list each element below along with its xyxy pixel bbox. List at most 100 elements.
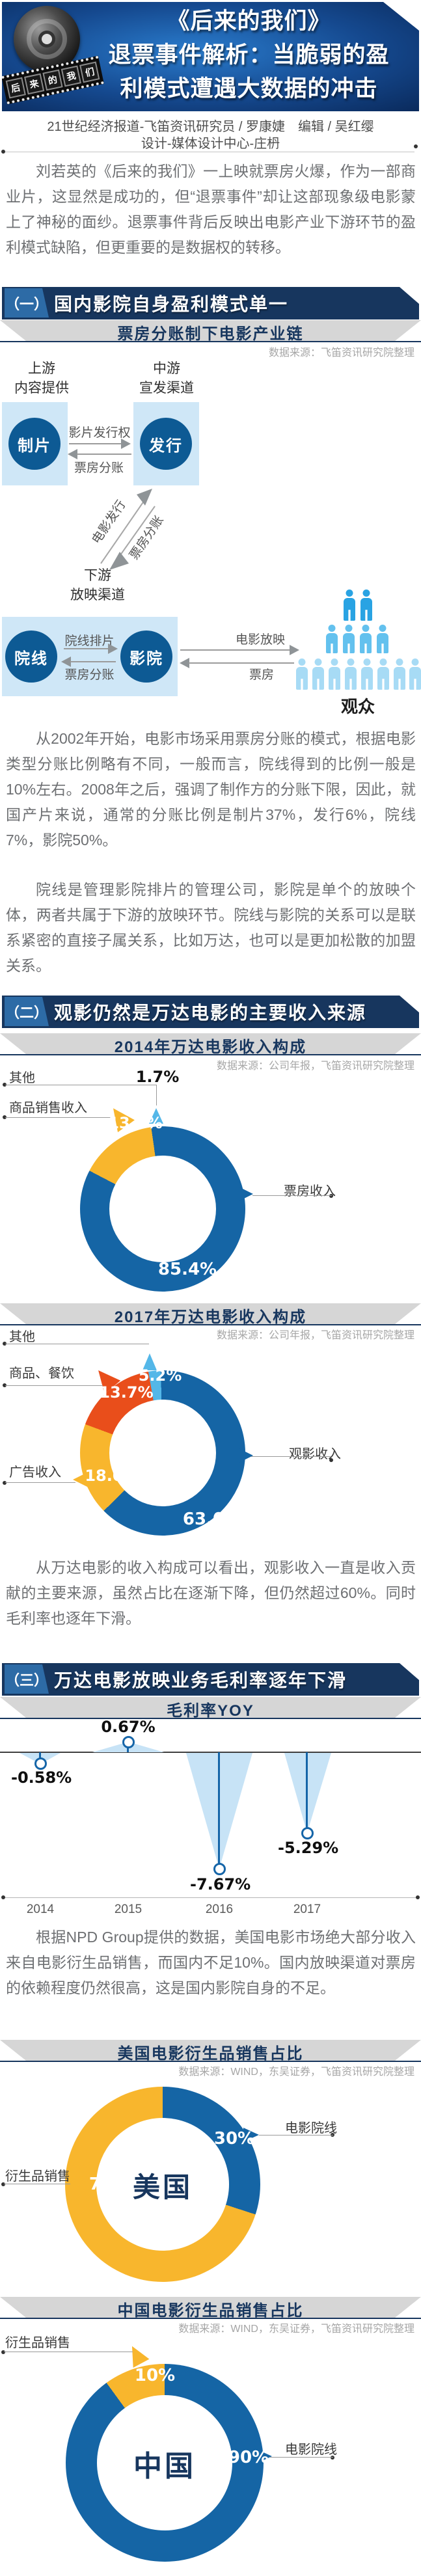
leader-dot	[3, 1115, 7, 1119]
banner-bg	[0, 1697, 421, 1718]
slice-pointer	[143, 1353, 157, 1370]
page-title-line3: 利模式遭遇大数据的冲击	[120, 76, 378, 102]
person-icon	[360, 590, 373, 621]
donut-chart-2014	[80, 1126, 245, 1292]
value-boxoffice-2014: 85.4%	[157, 1260, 217, 1279]
arrow-line	[77, 454, 131, 455]
point-2014	[34, 1757, 47, 1770]
page-title: 《后来的我们》 退票事件解析：当脆弱的盈 利模式遭遇大数据的冲击	[84, 5, 414, 106]
intro-paragraph: 刘若英的《后来的我们》一上映就票房火爆，作为一部商业片，这显然是成功的，但“退票…	[6, 163, 416, 256]
legend-goods-catering: 商品、餐饮	[9, 1366, 74, 1381]
arrow-line	[180, 649, 291, 651]
banner-line	[0, 1054, 421, 1055]
leader-dot	[3, 1481, 7, 1485]
banner-line	[0, 2061, 421, 2062]
chart-2014-source: 数据来源：公司年报，飞笛资讯研究院整理	[216, 1061, 414, 1072]
value-merchandise-2014: 13.0%	[108, 1114, 163, 1132]
leader-dot	[3, 1342, 7, 1346]
value-2017: -5.29%	[278, 1839, 339, 1857]
section3-header: （三） 万达电影放映业务毛利率逐年下滑	[2, 1663, 419, 1696]
slice-pointer	[239, 1448, 253, 1463]
legend-boxoffice-revenue: 票房收入	[284, 1184, 336, 1199]
section2-number: （二）	[5, 997, 49, 1026]
person-icon	[409, 658, 421, 690]
person-icon	[393, 658, 406, 690]
slice-pointer	[73, 1472, 88, 1487]
paragraph-npd: 根据NPD Group提供的数据，美国电影市场绝大部分收入来自电影衍生品销售，而…	[6, 1929, 416, 1997]
legend-viewing-revenue: 观影收入	[289, 1447, 341, 1461]
section2-title: 观影仍然是万达电影的主要收入来源	[54, 1003, 367, 1023]
chart-us-banner: 美国电影衍生品销售占比	[0, 2040, 421, 2063]
banner-bg	[0, 1033, 421, 1054]
section1-title: 国内影院自身盈利模式单一	[54, 294, 289, 314]
leader-line	[156, 1085, 157, 1105]
leader-line	[5, 1385, 103, 1386]
legend-cn-merch: 衍生品销售	[5, 2336, 70, 2350]
divider-dot	[1, 150, 5, 154]
film-frame: 来	[24, 74, 44, 95]
film-frame: 后	[5, 77, 25, 99]
value-us-merch: 70%	[88, 2175, 130, 2194]
banner-line	[0, 2318, 421, 2319]
slice-pointer	[69, 2175, 86, 2190]
person-icon	[312, 658, 325, 690]
zero-axis-line	[0, 1752, 421, 1753]
us-center-label: 美国	[132, 2172, 193, 2203]
x-axis-line	[3, 1897, 418, 1898]
cinema-chain-node: 院线	[5, 630, 57, 683]
chart-cn-title: 中国电影衍生品销售占比	[117, 2302, 304, 2320]
section3-title: 万达电影放映业务毛利率逐年下滑	[54, 1670, 347, 1690]
arrow-left-icon	[61, 657, 71, 667]
stage-upstream: 上游 内容提供	[5, 359, 78, 398]
point-2015	[122, 1736, 135, 1748]
arrow-left-icon	[68, 449, 77, 459]
stage-downstream-sub: 放映渠道	[70, 588, 125, 603]
chain-banner-bg	[0, 320, 421, 341]
stem-2014	[39, 1752, 41, 1761]
chart-2014-title: 2014年万达电影收入构成	[114, 1038, 307, 1056]
person-icon	[343, 590, 356, 621]
arrow-line	[69, 443, 122, 444]
banner-bg	[0, 2040, 421, 2061]
film-reel-disc	[14, 6, 80, 72]
leader-line	[269, 2457, 333, 2458]
slice-pointer	[149, 1108, 163, 1124]
slice-pointer	[256, 2449, 272, 2463]
byline-design: 设计-媒体设计中心-庄枬	[141, 137, 280, 151]
stage-midstream: 中游 宣发渠道	[129, 359, 204, 398]
tick-2014: 2014	[26, 1903, 55, 1916]
leader-line	[251, 1456, 331, 1457]
value-us-theater: 30%	[213, 2129, 255, 2149]
slice-pointer	[243, 2128, 259, 2142]
audience-label: 观众	[340, 697, 375, 716]
donut-chart-cn	[66, 2364, 264, 2562]
person-icon	[295, 658, 308, 690]
value-other-2014: 1.7%	[135, 1068, 180, 1086]
banner-line	[0, 1324, 421, 1325]
legend-other: 其他	[9, 1071, 35, 1085]
chain-source: 数据来源：飞笛资讯研究院整理	[268, 347, 414, 359]
header-banner: 后 来 的 我 们 《后来的我们》 退票事件解析：当脆弱的盈 利模式遭遇大数据的…	[2, 2, 419, 111]
value-2015: 0.67%	[101, 1718, 156, 1736]
film-reel-icon: 后 来 的 我 们	[8, 5, 88, 110]
point-2016	[213, 1863, 226, 1875]
value-2016: -7.67%	[190, 1875, 251, 1893]
chart-2014-banner: 2014年万达电影收入构成	[0, 1033, 421, 1056]
chart-2017-title: 2017年万达电影收入构成	[114, 1308, 307, 1326]
value-viewing-2017: 63.0%	[182, 1510, 242, 1529]
arrow-line	[189, 662, 294, 664]
byline-authors: 21世纪经济报道-飞笛资讯研究员 / 罗康婕 编辑 / 吴红缨	[47, 120, 374, 134]
producer-node: 制片	[8, 418, 61, 470]
legend-advertising: 广告收入	[9, 1465, 61, 1480]
arrow-left-icon	[180, 658, 189, 668]
leader-dot	[331, 2456, 334, 2460]
chart-yoy-banner: 毛利率YOY	[0, 1697, 421, 1720]
film-frame: 的	[42, 70, 62, 91]
section1-number: （一）	[5, 288, 49, 318]
axis-dot	[1, 1895, 5, 1899]
arrow-label-boxoffice-share: 票房分账	[64, 668, 115, 682]
value-advertising-2017: 18.0%	[85, 1467, 139, 1485]
person-icon	[328, 658, 341, 690]
leader-line	[252, 1195, 332, 1196]
